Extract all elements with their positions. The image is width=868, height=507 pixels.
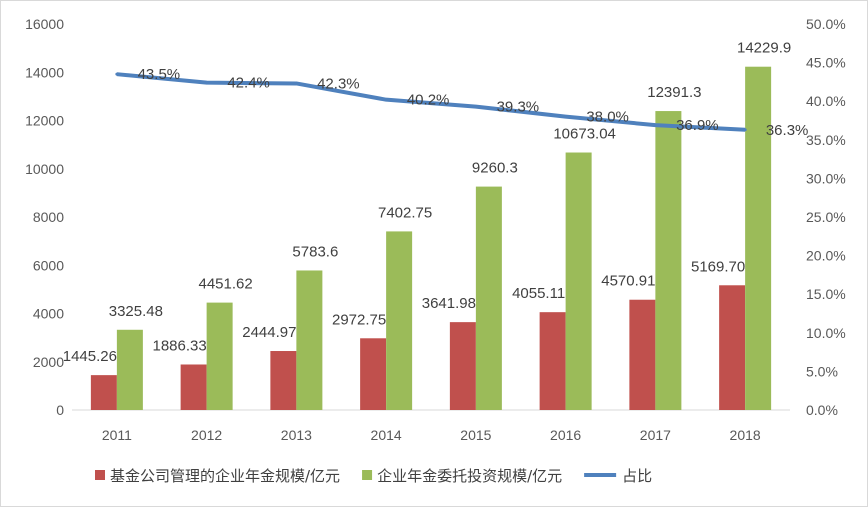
x-tick-label: 2016 xyxy=(550,427,581,443)
line-data-label: 39.3% xyxy=(497,99,540,116)
y-left-tick-label: 12000 xyxy=(25,113,64,129)
bar-entrusted-2013 xyxy=(296,270,323,410)
data-label: 7402.75 xyxy=(378,204,432,221)
data-label: 3641.98 xyxy=(422,295,476,312)
line-point-2015 xyxy=(474,105,478,109)
bar-fund-managed-2018 xyxy=(719,285,746,410)
data-label: 1886.33 xyxy=(153,337,207,354)
data-label: 10673.04 xyxy=(553,126,616,143)
line-point-2013 xyxy=(294,81,298,85)
data-label: 3325.48 xyxy=(109,303,163,320)
bar-entrusted-2016 xyxy=(565,152,592,410)
y-left-tick-label: 4000 xyxy=(33,306,64,322)
y-right-tick-label: 35.0% xyxy=(806,132,846,148)
data-label: 4055.11 xyxy=(512,285,565,302)
data-label: 14229.9 xyxy=(737,40,791,57)
y-right-tick-label: 25.0% xyxy=(806,209,846,225)
line-point-2012 xyxy=(205,81,209,85)
bar-entrusted-2012 xyxy=(206,302,233,410)
y-right-tick-label: 15.0% xyxy=(806,286,846,302)
x-tick-label: 2013 xyxy=(281,427,312,443)
bar-entrusted-2015 xyxy=(475,186,502,410)
bar-fund-managed-2011 xyxy=(90,375,117,410)
legend-label: 企业年金委托投资规模/亿元 xyxy=(377,467,562,485)
x-tick-label: 2014 xyxy=(371,427,402,443)
x-tick-label: 2018 xyxy=(730,427,761,443)
data-label: 4570.91 xyxy=(601,273,655,290)
bar-fund-managed-2012 xyxy=(180,364,207,410)
x-tick-label: 2017 xyxy=(640,427,671,443)
bar-fund-managed-2016 xyxy=(539,312,566,410)
y-right-tick-label: 50.0% xyxy=(806,16,846,32)
line-data-label: 36.3% xyxy=(766,122,809,139)
x-tick-label: 2015 xyxy=(460,427,491,443)
y-right-tick-label: 20.0% xyxy=(806,248,846,264)
line-data-label: 36.9% xyxy=(676,117,719,134)
bar-fund-managed-2014 xyxy=(360,338,387,410)
line-data-label: 43.5% xyxy=(138,66,181,83)
y-right-tick-label: 30.0% xyxy=(806,170,846,186)
y-left-tick-label: 6000 xyxy=(33,257,64,273)
data-label: 1445.26 xyxy=(63,348,117,365)
legend-swatch-0 xyxy=(95,470,105,480)
legend-label: 占比 xyxy=(622,467,652,485)
y-right-tick-label: 40.0% xyxy=(806,93,846,109)
data-label: 12391.3 xyxy=(647,84,701,101)
y-left-tick-label: 0 xyxy=(56,402,64,418)
line-data-label: 42.3% xyxy=(317,75,360,92)
y-right-tick-label: 10.0% xyxy=(806,325,846,341)
y-right-tick-label: 5.0% xyxy=(806,363,838,379)
line-share xyxy=(116,72,746,132)
data-label: 4451.62 xyxy=(199,276,253,293)
bar-fund-managed-2015 xyxy=(449,322,476,410)
line-point-2017 xyxy=(653,123,657,127)
y-left-tick-label: 16000 xyxy=(25,16,64,32)
y-left-tick-label: 8000 xyxy=(33,209,64,225)
bar-entrusted-2011 xyxy=(116,329,143,410)
data-label: 2972.75 xyxy=(332,311,386,328)
y-right-tick-label: 0.0% xyxy=(806,402,838,418)
bar-entrusted-2017 xyxy=(655,111,682,411)
bar-fund-managed-2013 xyxy=(270,351,297,410)
bar-fund-managed-2017 xyxy=(629,299,656,410)
y-left-tick-label: 10000 xyxy=(25,161,64,177)
line-point-2011 xyxy=(115,72,119,76)
data-label: 5169.70 xyxy=(691,258,745,275)
x-tick-label: 2012 xyxy=(191,427,222,443)
y-right-tick-label: 45.0% xyxy=(806,55,846,71)
line-data-label: 38.0% xyxy=(586,109,629,126)
line-point-2014 xyxy=(384,98,388,102)
line-point-2018 xyxy=(743,128,747,132)
line-data-label: 40.2% xyxy=(407,92,450,109)
data-label: 9260.3 xyxy=(472,160,518,177)
y-left-tick-label: 2000 xyxy=(33,354,64,370)
bar-entrusted-2014 xyxy=(386,231,413,410)
line-point-2016 xyxy=(564,115,568,119)
x-tick-label: 2011 xyxy=(102,427,132,443)
y-left-tick-label: 14000 xyxy=(25,64,64,80)
legend-label: 基金公司管理的企业年金规模/亿元 xyxy=(110,467,340,485)
bar-entrusted-2018 xyxy=(745,66,772,410)
data-label: 5783.6 xyxy=(292,243,338,260)
line-data-label: 42.4% xyxy=(227,75,270,92)
legend-swatch-1 xyxy=(362,470,373,480)
data-label: 2444.97 xyxy=(242,324,296,341)
